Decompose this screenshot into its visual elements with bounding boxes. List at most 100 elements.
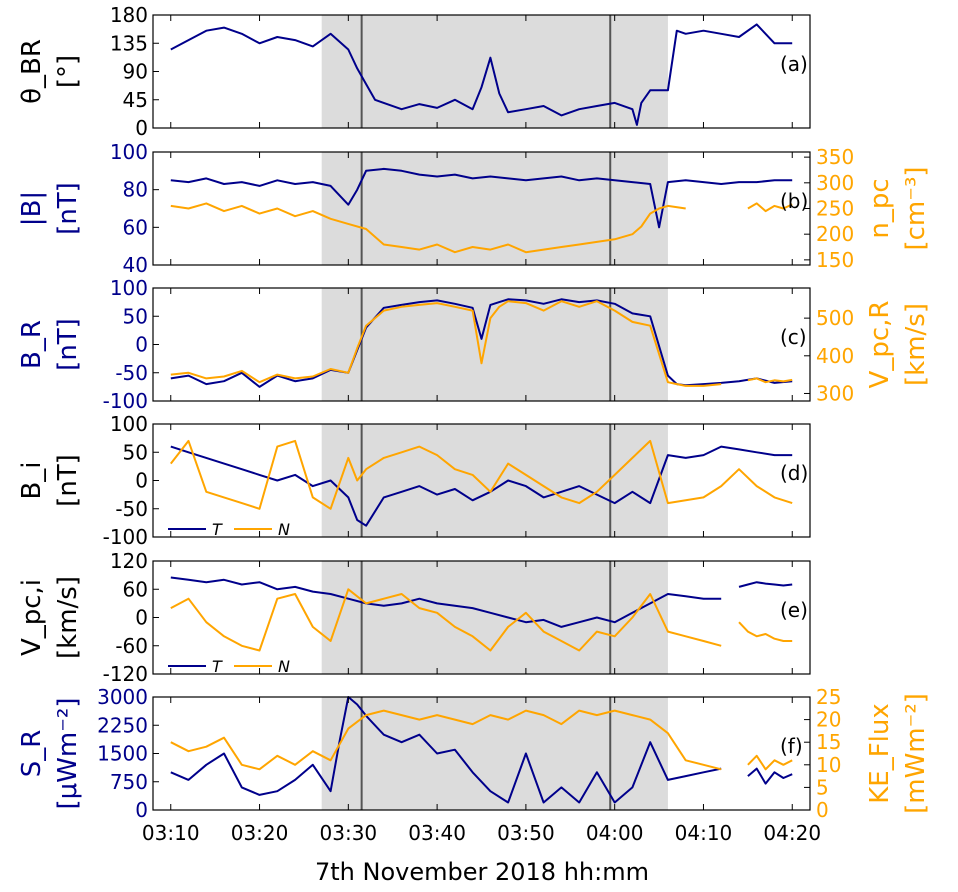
y-tick-label: 750: [110, 770, 148, 794]
x-tick-label: 03:40: [408, 821, 466, 845]
series-5-3: [747, 754, 793, 771]
y-tick-label: 80: [123, 178, 148, 202]
y-right-axis-label: V_pc,R: [865, 301, 895, 389]
panel-label: (f): [780, 734, 803, 758]
x-axis-label: 7th November 2018 hh:mm: [315, 858, 649, 886]
panel-label: (d): [780, 461, 808, 485]
series-0-0: [170, 23, 793, 126]
y-tick-label: 100: [110, 140, 148, 164]
y-right-axis-label: KE_Flux: [865, 703, 895, 804]
legend-label: N: [278, 520, 290, 539]
y-tick-label: -50: [115, 497, 148, 521]
y-tick-label: -100: [103, 525, 148, 549]
y-tick-label: 90: [123, 60, 148, 84]
series-3-0: [170, 445, 793, 527]
series-5-0: [170, 696, 722, 804]
panel-e: -120 -60 0 60 120 (e) V_pc,i [km/s] T N: [17, 549, 811, 686]
x-tick-label: 03:50: [497, 821, 555, 845]
y-right-tick-label: 25: [816, 685, 841, 709]
series-2-1: [170, 300, 722, 387]
shaded-interval: [321, 424, 668, 537]
y-tick-label: -100: [103, 389, 148, 413]
y-tick-label: 135: [110, 31, 148, 55]
y-right-tick-label: 250: [816, 197, 854, 221]
y-tick-label: 0: [135, 798, 148, 822]
y-axis-unit: [nT]: [53, 454, 83, 507]
y-right-axis-unit: [mWm⁻²]: [901, 693, 931, 814]
y-right-tick-label: 150: [816, 248, 854, 272]
y-tick-label: 40: [123, 253, 148, 277]
y-tick-label: 1500: [97, 742, 148, 766]
y-right-tick-label: 15: [816, 730, 841, 754]
legend-label: N: [278, 657, 290, 676]
y-axis-label: V_pc,i: [17, 579, 47, 656]
y-tick-label: 0: [135, 116, 148, 140]
x-tick-label: 03:20: [231, 821, 289, 845]
y-right-tick-label: 350: [816, 145, 854, 169]
y-tick-label: 50: [123, 440, 148, 464]
y-right-tick-label: 200: [816, 222, 854, 246]
y-tick-label: -60: [115, 634, 148, 658]
x-tick-label: 03:30: [320, 821, 378, 845]
y-tick-label: 45: [123, 88, 148, 112]
y-axis-unit: [nT]: [53, 182, 83, 235]
series-4-2: [170, 588, 722, 652]
series-4-1: [738, 581, 793, 588]
series-4-0: [170, 576, 722, 628]
panel-d: -100 -50 0 50 100 (d) B_i [nT] T N: [17, 412, 811, 549]
y-tick-label: 0: [135, 333, 148, 357]
panel-label: (e): [780, 598, 808, 622]
series-5-2: [170, 709, 722, 771]
y-tick-label: 0: [135, 606, 148, 630]
y-right-tick-label: 5: [816, 775, 829, 799]
y-tick-label: 100: [110, 276, 148, 300]
y-right-tick-label: 0: [816, 798, 829, 822]
series-4-3: [738, 621, 793, 642]
y-tick-label: 180: [110, 3, 148, 27]
y-axis-unit: [μWm⁻²]: [53, 697, 83, 809]
y-axis-label: S_R: [17, 730, 47, 778]
y-right-axis-label: n_pc: [865, 178, 895, 238]
y-right-tick-label: 500: [816, 306, 854, 330]
panel-label: (a): [780, 52, 808, 76]
y-right-tick-label: 10: [816, 753, 841, 777]
y-axis-unit: [nT]: [53, 318, 83, 371]
y-axis-label: B_R: [17, 320, 47, 369]
series-1-0: [170, 167, 793, 229]
series-1-1: [170, 202, 686, 254]
y-right-tick-label: 300: [816, 171, 854, 195]
shaded-interval: [321, 561, 668, 674]
series-1-2: [747, 202, 793, 213]
y-axis-label: B_i: [17, 461, 47, 499]
y-tick-label: 2250: [97, 713, 148, 737]
y-axis-label: θ_BR: [17, 39, 47, 104]
panel-label: (c): [780, 325, 807, 349]
y-tick-label: -50: [115, 361, 148, 385]
series-2-2: [747, 377, 793, 384]
y-tick-label: 50: [123, 304, 148, 328]
legend-label: T: [212, 657, 223, 676]
y-tick-label: 120: [110, 549, 148, 573]
y-axis-label: |B|: [17, 191, 47, 226]
y-tick-label: 100: [110, 412, 148, 436]
y-tick-label: 0: [135, 469, 148, 493]
y-right-tick-label: 300: [816, 381, 854, 405]
y-tick-label: -120: [103, 662, 148, 686]
y-right-axis-unit: [km/s]: [901, 303, 931, 386]
panel-c: -100 -50 0 50 100 300 400 500 (c) B_R [nT] V_pc,R [k…: [17, 276, 931, 413]
y-axis-unit: [°]: [53, 55, 83, 88]
y-right-tick-label: 400: [816, 344, 854, 368]
series-5-1: [747, 767, 793, 785]
y-right-axis-unit: [cm⁻³]: [901, 166, 931, 250]
panel-label: (b): [780, 189, 808, 213]
y-tick-label: 3000: [97, 685, 148, 709]
y-axis-unit: [km/s]: [53, 576, 83, 659]
series-3-1: [170, 439, 793, 510]
y-tick-label: 60: [123, 577, 148, 601]
x-tick-label: 04:00: [586, 821, 644, 845]
y-tick-label: 60: [123, 215, 148, 239]
x-tick-label: 04:20: [763, 821, 821, 845]
